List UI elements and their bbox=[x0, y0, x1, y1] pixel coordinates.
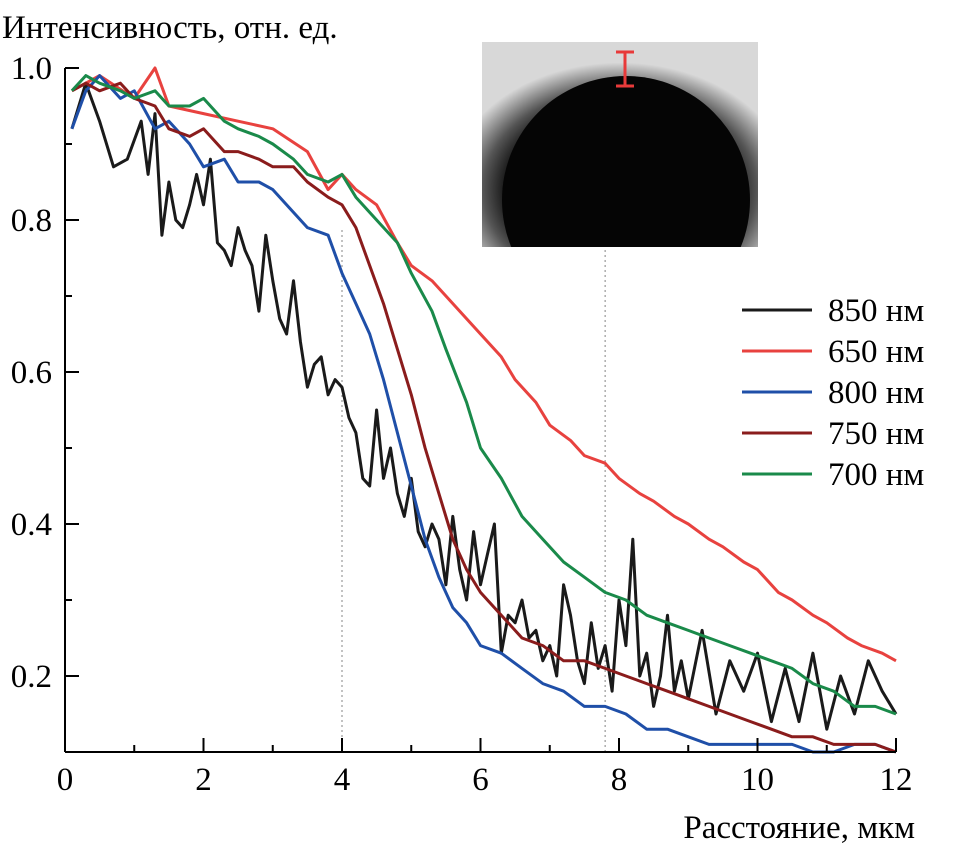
series-line bbox=[71, 81, 897, 754]
reference-lines bbox=[341, 230, 606, 752]
inset-scale-marker bbox=[616, 50, 634, 88]
legend-label: 800 нм bbox=[828, 375, 924, 411]
x-ticks: 0 2 4 6 8 10 12 bbox=[57, 738, 913, 798]
series-line bbox=[70, 81, 898, 731]
x-axis-title: Расстояние, мкм bbox=[683, 810, 915, 846]
legend: 850 нм 650 нм 800 нм 750 нм 700 нм bbox=[742, 293, 924, 493]
x-tick-label: 10 bbox=[741, 762, 774, 798]
inset-particle bbox=[502, 76, 750, 247]
y-tick-label: 1.0 bbox=[11, 51, 52, 87]
series-line bbox=[71, 66, 897, 663]
x-tick-label: 6 bbox=[472, 762, 489, 798]
axes bbox=[64, 68, 896, 753]
y-tick-label: 0.8 bbox=[11, 203, 52, 239]
legend-label: 700 нм bbox=[828, 457, 924, 493]
x-tick-label: 12 bbox=[880, 762, 913, 798]
y-tick-label: 0.4 bbox=[11, 507, 52, 543]
x-tick-label: 4 bbox=[334, 762, 351, 798]
y-axis-title: Интенсивность, отн. ед. bbox=[2, 10, 338, 46]
series-group bbox=[70, 66, 898, 754]
x-tick-label: 8 bbox=[611, 762, 628, 798]
legend-label: 850 нм bbox=[828, 293, 924, 329]
y-ticks: 0.2 0.4 0.6 0.8 1.0 bbox=[11, 51, 79, 753]
series-line bbox=[70, 74, 897, 716]
legend-label: 650 нм bbox=[828, 334, 924, 370]
legend-label: 750 нм bbox=[828, 416, 924, 452]
x-tick-label: 2 bbox=[195, 762, 212, 798]
series-line bbox=[70, 74, 897, 754]
y-tick-label: 0.2 bbox=[11, 659, 52, 695]
x-tick-label: 0 bbox=[57, 762, 74, 798]
y-tick-label: 0.6 bbox=[11, 355, 52, 391]
inset-image bbox=[482, 42, 758, 247]
